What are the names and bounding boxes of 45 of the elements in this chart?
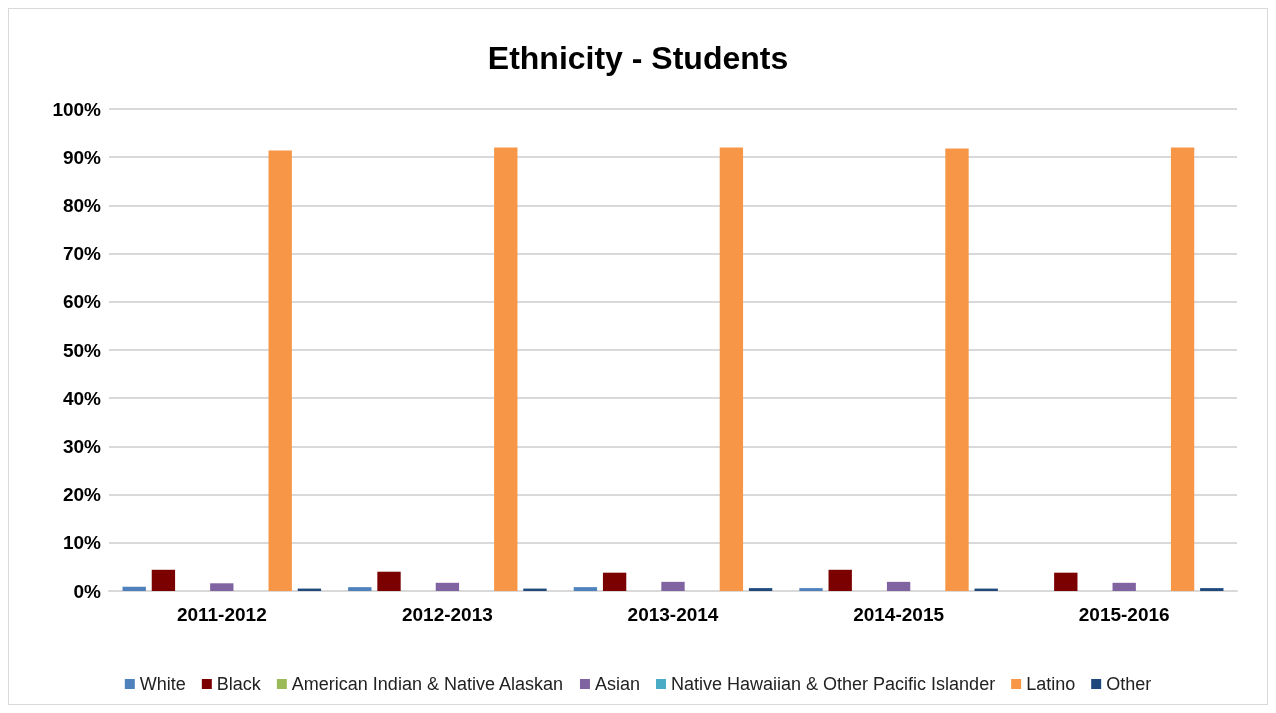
bar <box>122 586 146 591</box>
bar <box>719 147 744 591</box>
bar <box>1054 572 1078 591</box>
y-tick-label: 80% <box>62 194 102 216</box>
bar <box>348 587 372 591</box>
bar <box>748 588 773 591</box>
legend-label: Latino <box>1026 674 1076 694</box>
y-tick-label: 0% <box>73 580 102 602</box>
x-tick-label: 2015-2016 <box>1078 604 1170 625</box>
y-tick-label: 60% <box>62 291 102 313</box>
bar <box>377 571 401 591</box>
legend-label: Other <box>1106 674 1152 694</box>
y-tick-label: 10% <box>62 532 102 554</box>
x-tick-label: 2014-2015 <box>853 604 945 625</box>
y-tick-label: 100% <box>52 98 102 120</box>
bar <box>268 150 292 591</box>
x-tick-label: 2012-2013 <box>401 604 493 625</box>
bar <box>573 587 598 591</box>
y-tick-label: 70% <box>62 243 102 265</box>
legend-label: American Indian & Native Alaskan <box>291 674 563 694</box>
bar <box>435 582 460 591</box>
chart-title: Ethnicity - Students <box>487 40 789 76</box>
legend-label: White <box>139 674 186 694</box>
legend-label: Black <box>216 674 262 694</box>
bar <box>602 572 627 591</box>
bar <box>1170 147 1195 591</box>
bar <box>828 569 852 591</box>
bar <box>945 148 969 591</box>
bar <box>1200 588 1224 591</box>
bar <box>799 588 823 591</box>
y-tick-label: 40% <box>62 387 102 409</box>
x-tick-label: 2011-2012 <box>176 604 267 625</box>
y-tick-label: 50% <box>62 339 102 361</box>
y-tick-label: 90% <box>62 146 102 168</box>
legend-label: Native Hawaiian & Other Pacific Islander <box>670 674 996 694</box>
bar <box>151 569 176 591</box>
y-tick-label: 30% <box>62 435 102 457</box>
bar <box>886 581 911 591</box>
legend-label: Asian <box>594 674 640 694</box>
bar <box>494 147 518 591</box>
x-tick-label: 2013-2014 <box>627 604 719 625</box>
bar <box>210 583 234 591</box>
bar <box>1112 582 1136 591</box>
y-tick-label: 20% <box>62 484 102 506</box>
bar <box>661 581 685 591</box>
